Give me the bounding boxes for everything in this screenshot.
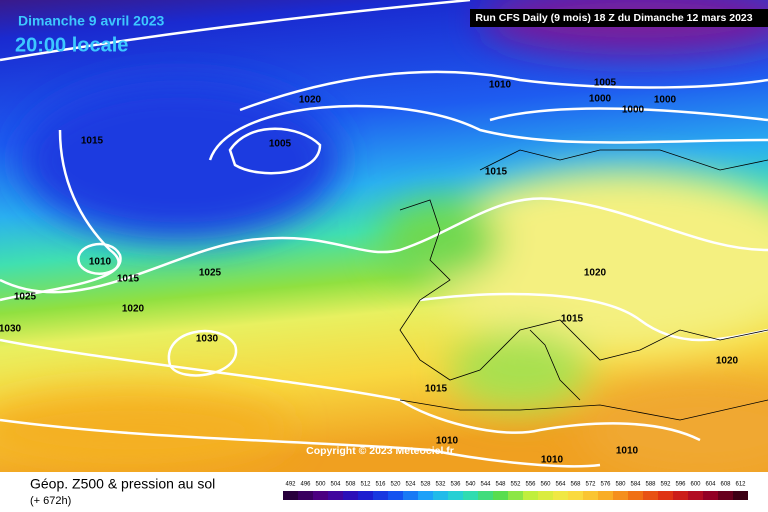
legend-swatch [733, 491, 748, 500]
time: 20:00 locale [15, 34, 128, 56]
isobar-label: 1020 [122, 304, 145, 315]
legend-label: 608 [720, 482, 731, 488]
run-box [470, 9, 768, 27]
legend-swatch [298, 491, 313, 500]
legend-label: 552 [510, 482, 521, 488]
isobar-label: 1005 [594, 78, 617, 89]
legend-swatch [643, 491, 658, 500]
legend-swatch [598, 491, 613, 500]
legend-label: 492 [285, 482, 296, 488]
footer-lead: (+ 672h) [30, 495, 71, 507]
legend-swatch [703, 491, 718, 500]
legend-swatch [403, 491, 418, 500]
legend-swatch [418, 491, 433, 500]
legend-swatch [493, 491, 508, 500]
isobar-label: 1010 [489, 80, 512, 91]
legend: 492 496 500 504 508 512 516 520 524 528 532 536 540 5… [283, 482, 748, 500]
legend-swatch [283, 491, 298, 500]
legend-swatch [478, 491, 493, 500]
isobar-label: 1030 [0, 324, 22, 335]
legend-swatch [553, 491, 568, 500]
isobar-label: 1010 [89, 257, 112, 268]
legend-swatch [613, 491, 628, 500]
legend-label: 564 [555, 482, 566, 488]
copyright: Copyright © 2023 Meteociel.fr [306, 445, 454, 457]
legend-label: 508 [345, 482, 356, 488]
legend-swatch [388, 491, 403, 500]
legend-label: 560 [540, 482, 551, 488]
isobar-label: 1020 [716, 356, 739, 367]
legend-swatch [313, 491, 328, 500]
isobar-label: 1000 [654, 95, 677, 106]
legend-swatch [358, 491, 373, 500]
legend-label: 612 [735, 482, 746, 488]
legend-label: 524 [405, 482, 416, 488]
legend-swatch [718, 491, 733, 500]
isobar-label: 1000 [622, 105, 645, 116]
legend-swatch [568, 491, 583, 500]
legend-label: 528 [420, 482, 431, 488]
legend-label: 556 [525, 482, 536, 488]
isobar-label: 1020 [299, 95, 322, 106]
legend-label: 568 [570, 482, 581, 488]
legend-swatch [538, 491, 553, 500]
isobar-label: 1025 [14, 292, 37, 303]
legend-label: 516 [375, 482, 386, 488]
isobar-label: 1010 [436, 436, 459, 447]
legend-swatch [448, 491, 463, 500]
legend-label: 596 [675, 482, 686, 488]
legend-label: 504 [330, 482, 341, 488]
run-info: Run CFS Daily (9 mois) 18 Z du Dimanche … [475, 12, 752, 24]
isobar-label: 1005 [269, 139, 292, 150]
legend-label: 500 [315, 482, 326, 488]
legend-label: 544 [480, 482, 491, 488]
legend-label: 540 [465, 482, 476, 488]
isobars [0, 0, 768, 466]
legend-swatch [688, 491, 703, 500]
legend-label: 536 [450, 482, 461, 488]
legend-label: 496 [300, 482, 311, 488]
isobar-labels: 1020 1015 1005 1010 1005 1000 1000 1000 1015 1010… [0, 78, 739, 466]
legend-label: 512 [360, 482, 371, 488]
legend-label: 588 [645, 482, 656, 488]
legend-swatch [673, 491, 688, 500]
legend-label: 604 [705, 482, 716, 488]
coastlines [399, 149, 768, 421]
footer-title: Géop. Z500 & pression au sol [30, 476, 215, 492]
legend-swatch [433, 491, 448, 500]
legend-swatch [508, 491, 523, 500]
legend-label: 580 [615, 482, 626, 488]
isobar-label: 1030 [196, 334, 219, 345]
legend-swatch [343, 491, 358, 500]
isobar-label: 1015 [561, 314, 584, 325]
legend-swatch [463, 491, 478, 500]
isobar-label: 1010 [616, 446, 639, 457]
map-background [0, 0, 768, 480]
isobar-label: 1015 [485, 167, 508, 178]
legend-swatch [583, 491, 598, 500]
legend-label: 576 [600, 482, 611, 488]
legend-label: 532 [435, 482, 446, 488]
isobar-label: 1010 [541, 455, 564, 466]
legend-swatch [523, 491, 538, 500]
legend-label: 548 [495, 482, 506, 488]
legend-label: 572 [585, 482, 596, 488]
legend-swatch [658, 491, 673, 500]
legend-swatch [373, 491, 388, 500]
isobar-label: 1015 [425, 384, 448, 395]
date: Dimanche 9 avril 2023 [18, 13, 165, 29]
legend-label: 520 [390, 482, 401, 488]
legend-label: 584 [630, 482, 641, 488]
legend-swatch [628, 491, 643, 500]
isobar-label: 1020 [584, 268, 607, 279]
isobar-label: 1015 [81, 136, 104, 147]
legend-label: 600 [690, 482, 701, 488]
isobar-label: 1025 [199, 268, 222, 279]
legend-label: 592 [660, 482, 671, 488]
isobar-label: 1015 [117, 274, 140, 285]
isobar-label: 1000 [589, 94, 612, 105]
legend-swatch [328, 491, 343, 500]
